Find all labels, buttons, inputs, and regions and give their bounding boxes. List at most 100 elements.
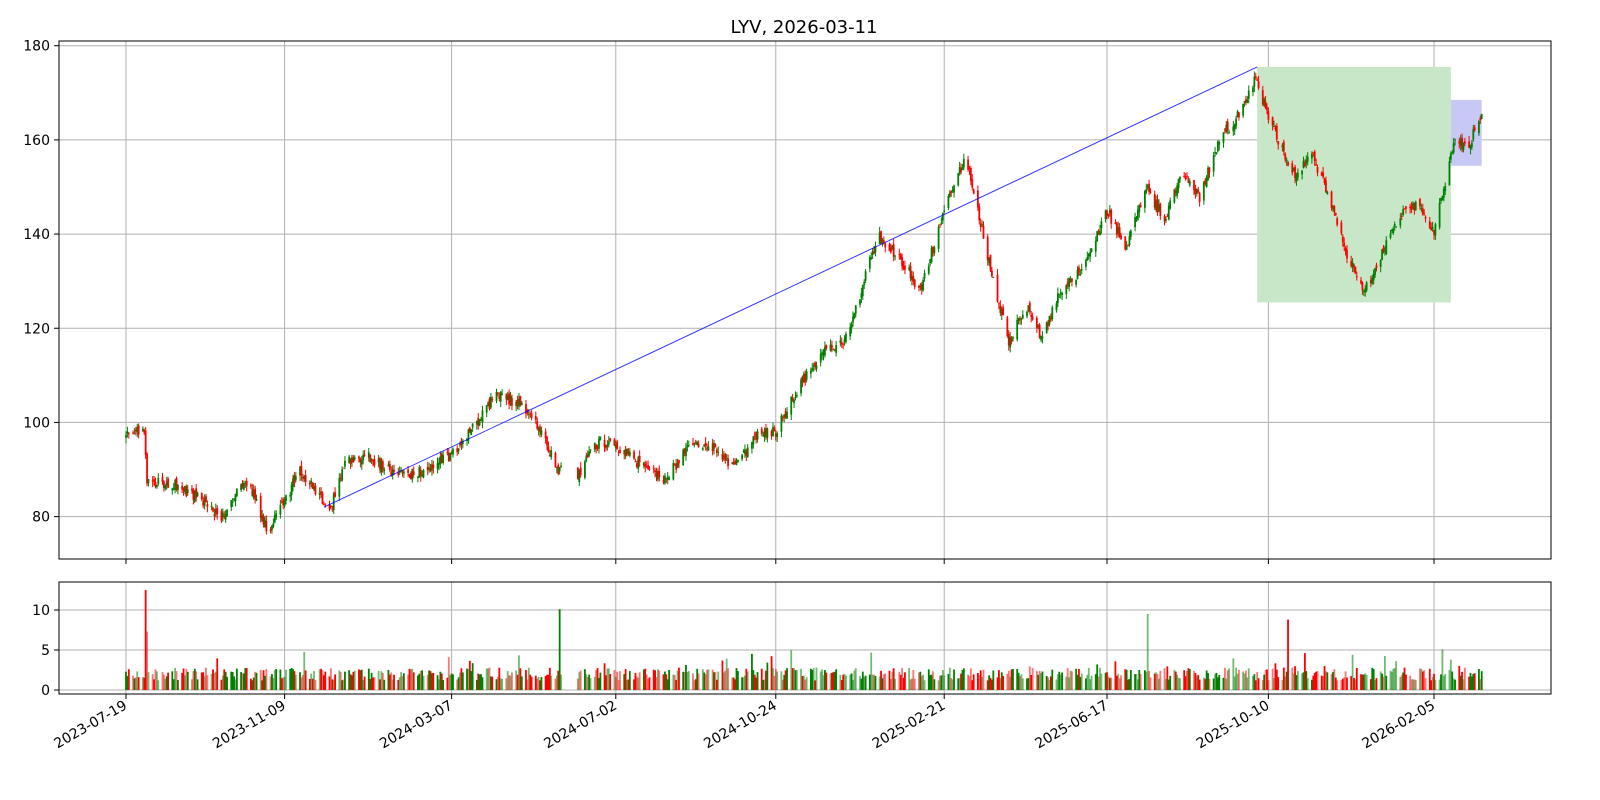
- candle-up: [794, 396, 797, 398]
- volume-bar: [546, 674, 548, 690]
- candle-up: [1252, 87, 1254, 93]
- volume-y-tick-label: 5: [41, 643, 50, 659]
- candle-up: [599, 436, 602, 440]
- volume-bar: [790, 650, 793, 690]
- volume-panel-frame: [58, 581, 1552, 695]
- candle-up: [845, 333, 847, 342]
- volume-bar: [860, 678, 863, 690]
- candle-down: [381, 461, 384, 470]
- candle-down: [658, 471, 661, 478]
- candle-up: [1087, 253, 1090, 257]
- candle-up: [459, 442, 461, 446]
- volume-bar: [431, 673, 433, 690]
- volume-bar: [1351, 654, 1354, 690]
- candle-down: [1400, 216, 1403, 217]
- volume-bar: [1090, 675, 1093, 690]
- volume-bar: [1242, 671, 1245, 690]
- volume-bar: [1295, 675, 1298, 690]
- volume-bar: [1099, 667, 1101, 690]
- volume-bar: [141, 677, 144, 690]
- candle-up: [948, 192, 951, 197]
- volume-bar: [175, 671, 178, 690]
- candle-down: [1271, 117, 1274, 126]
- candle-down: [1320, 172, 1323, 176]
- candle-down: [714, 444, 717, 447]
- candle-down: [1473, 127, 1476, 131]
- volume-bar: [751, 653, 753, 690]
- volume-bar: [1118, 678, 1121, 690]
- volume-bar: [339, 672, 342, 690]
- volume-bar: [1392, 668, 1395, 690]
- candle-up: [230, 500, 233, 508]
- candle-up: [452, 448, 454, 455]
- x-tick-label: 2025-02-21: [870, 698, 948, 753]
- candle-up: [1371, 277, 1374, 284]
- candle-down: [331, 506, 334, 507]
- candle-up: [537, 428, 540, 431]
- candle-up: [682, 449, 685, 466]
- volume-bar: [216, 658, 219, 690]
- candle-down: [412, 471, 415, 475]
- candle-up: [1420, 207, 1423, 209]
- volume-bar: [950, 678, 953, 690]
- volume-bar: [146, 631, 148, 690]
- candle-up: [275, 513, 278, 518]
- volume-bar: [657, 669, 659, 690]
- volume-bar: [1343, 677, 1346, 690]
- volume-bar: [265, 669, 268, 690]
- candle-up: [933, 247, 936, 254]
- volume-bar: [1364, 673, 1367, 690]
- volume-bar: [603, 663, 606, 690]
- volume-bar: [557, 670, 560, 690]
- volume-bar: [577, 678, 579, 690]
- volume-bar: [251, 680, 254, 690]
- volume-bar: [362, 680, 365, 690]
- volume-bar: [506, 671, 509, 690]
- volume-bar: [692, 673, 694, 690]
- volume-bar: [402, 673, 405, 690]
- volume-bar: [889, 678, 892, 690]
- candle-up: [762, 434, 765, 436]
- candle-down: [259, 495, 262, 518]
- volume-bar: [1194, 673, 1197, 690]
- volume-bar: [898, 671, 901, 690]
- price-y-axis: 80 100 120 140 160 180: [23, 39, 59, 526]
- candle-up: [686, 445, 689, 447]
- candle-up: [1225, 124, 1228, 133]
- volume-bar: [717, 671, 720, 690]
- candle-up: [550, 450, 553, 458]
- volume-bar: [1205, 670, 1208, 690]
- volume-bar: [707, 669, 710, 690]
- volume-bar: [981, 677, 983, 690]
- candle-up: [1016, 319, 1019, 340]
- candle-up: [1390, 230, 1393, 231]
- volume-bar: [137, 677, 140, 690]
- candle-up: [891, 245, 894, 250]
- volume-bar: [1263, 674, 1266, 690]
- volume-bar: [401, 675, 404, 690]
- volume-bar: [765, 670, 767, 690]
- volume-bar: [923, 680, 926, 690]
- volume-bar: [390, 672, 393, 690]
- volume-bar: [940, 675, 943, 690]
- volume-bar: [802, 675, 805, 690]
- volume-bar: [585, 674, 588, 690]
- volume-bar: [1225, 678, 1228, 690]
- candle-up: [819, 353, 822, 363]
- volume-bar: [628, 671, 631, 690]
- candle-up: [1143, 191, 1146, 208]
- volume-bar: [181, 673, 184, 690]
- candle-down: [706, 448, 708, 450]
- green-zone: [1257, 66, 1451, 303]
- candle-down: [1403, 208, 1406, 210]
- candle-down: [998, 303, 1000, 305]
- volume-bar: [1403, 667, 1406, 690]
- candle-down: [393, 469, 395, 472]
- volume-bar: [367, 668, 370, 690]
- volume-bar: [766, 662, 769, 690]
- candle-up: [1021, 314, 1024, 319]
- volume-bar: [882, 674, 885, 690]
- candle-up: [1146, 185, 1149, 189]
- candle-up: [380, 460, 383, 473]
- candle-up: [908, 267, 911, 270]
